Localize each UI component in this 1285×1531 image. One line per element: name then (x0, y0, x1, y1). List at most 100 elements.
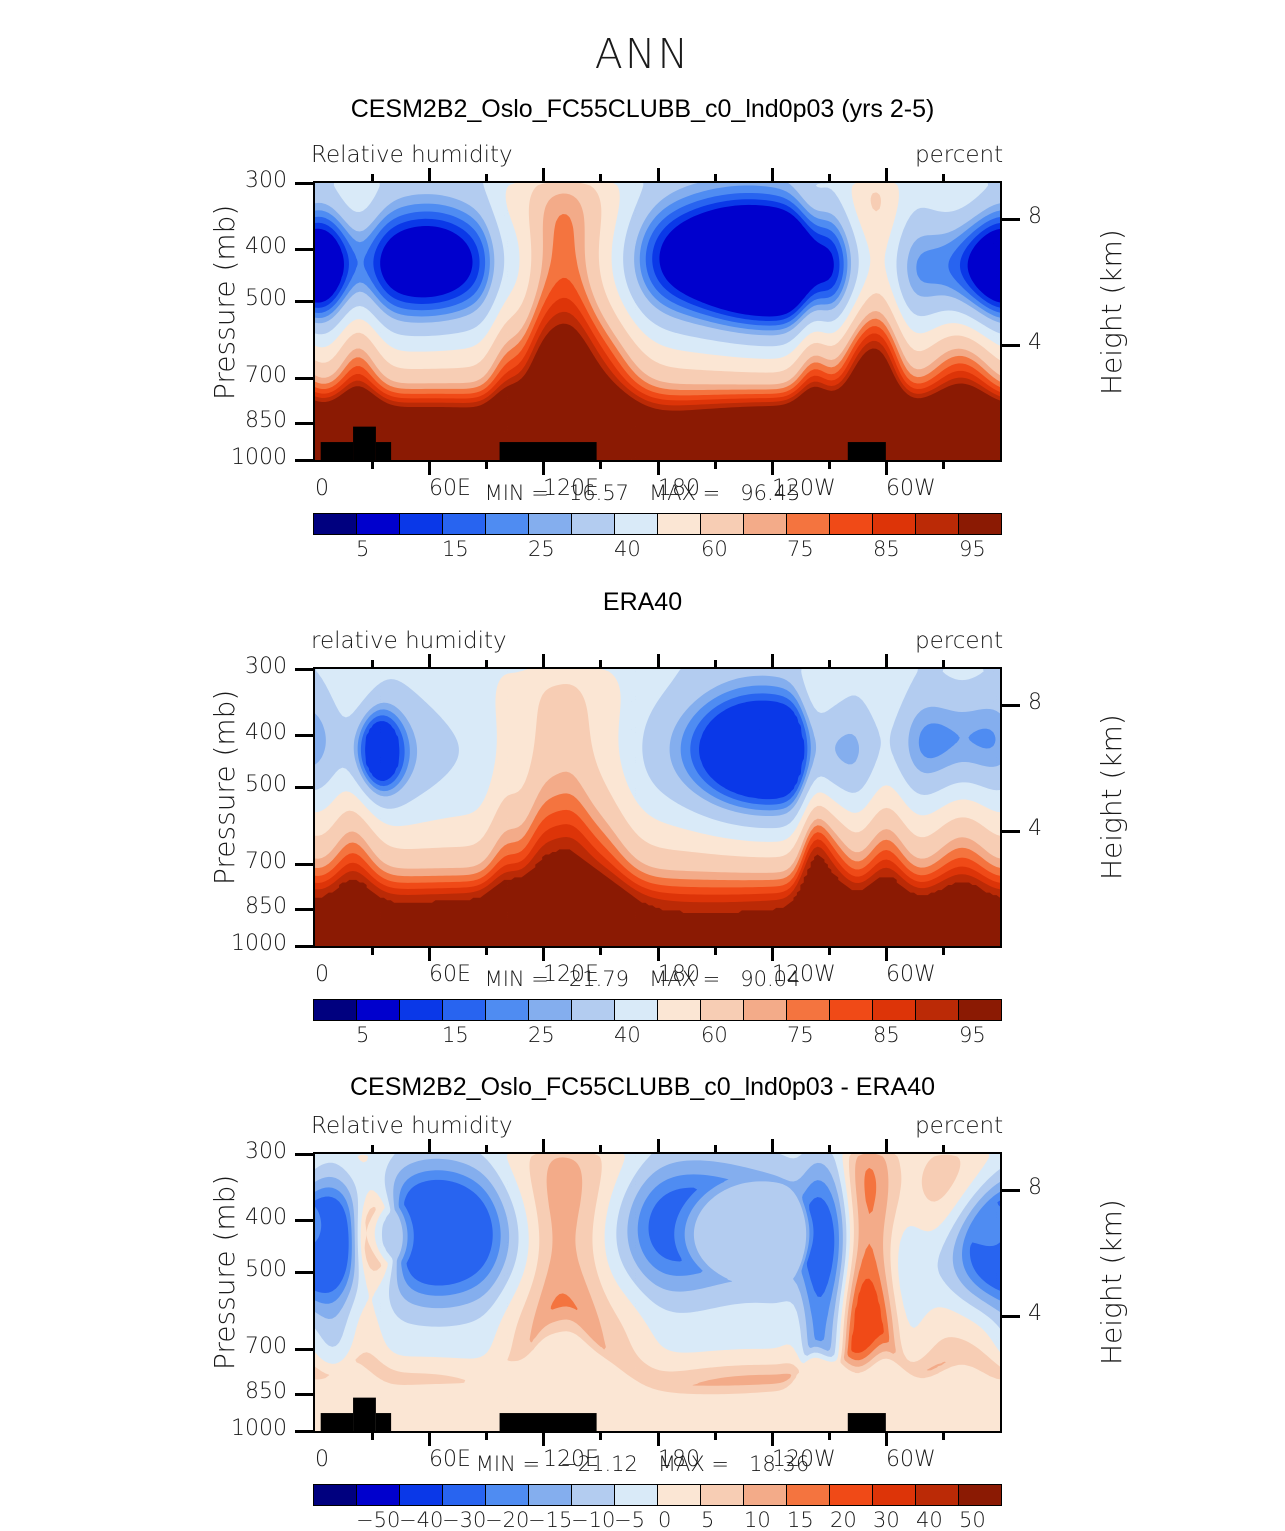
ytick-label-diff-400: 400 (245, 1205, 287, 1230)
colorbar-segment (786, 1000, 829, 1020)
y2tick-diff-8 (1002, 1189, 1020, 1192)
xtick-bot-model-120 (542, 462, 545, 475)
minmax-model: MIN = 16.57 MAX = 96.45 (0, 481, 1285, 505)
xtick-top-model-240 (771, 168, 774, 181)
ytick-label-model-300: 300 (245, 168, 287, 193)
min-label-obs: MIN = (484, 967, 549, 991)
colorbar-segment (442, 1000, 485, 1020)
colorbar-segment (485, 1485, 528, 1505)
xtick-bot-model-30 (371, 462, 374, 469)
panel-units-diff: percent (915, 1113, 1004, 1139)
topography-mask (847, 442, 886, 460)
colorbar-segment (314, 1485, 356, 1505)
xtick-bot-diff-60 (428, 1433, 431, 1446)
ytick-diff-400 (295, 1219, 313, 1222)
ytick-model-500 (295, 300, 313, 303)
colorbar-segment (743, 1485, 786, 1505)
topography-mask (353, 1397, 376, 1431)
y2-axis-title-model: Height (km) (1095, 229, 1128, 395)
minmax-diff: MIN = −21.12 MAX = 18.36 (0, 1452, 1285, 1476)
colorbar-segment (571, 514, 614, 534)
colorbar-segment (571, 1000, 614, 1020)
ytick-label-obs-700: 700 (245, 849, 287, 874)
min-label-diff: MIN = (475, 1452, 541, 1476)
xtick-bot-diff-30 (371, 1433, 374, 1440)
ytick-label-obs-400: 400 (245, 720, 287, 745)
xtick-top-diff-300 (885, 1139, 888, 1152)
panel-units-obs: percent (915, 628, 1004, 654)
xtick-top-model-120 (542, 168, 545, 181)
ytick-model-300 (295, 182, 313, 185)
max-value-model: 96.45 (740, 481, 801, 505)
xtick-top-obs-30 (371, 660, 374, 667)
min-value-model: 16.57 (568, 481, 630, 505)
colorbar-segment (700, 1485, 743, 1505)
xtick-bot-obs-60 (428, 948, 431, 961)
xtick-top-obs-240 (771, 654, 774, 667)
figure-suptitle: ANN (594, 30, 691, 78)
colorbar-segment (958, 1000, 1001, 1020)
xtick-top-model-210 (714, 174, 717, 181)
xtick-top-model-330 (942, 174, 945, 181)
xtick-bot-obs-30 (371, 948, 374, 955)
xtick-top-diff-270 (828, 1145, 831, 1152)
y2-axis-title-diff: Height (km) (1095, 1199, 1128, 1365)
colorbar-segment (915, 1485, 958, 1505)
colorbar-segment (829, 514, 872, 534)
xtick-top-model-180 (657, 168, 660, 181)
colorbar-diff (313, 1484, 1002, 1506)
min-value-obs: 21.79 (568, 967, 630, 991)
y2tick-label-model-4: 4 (1028, 330, 1042, 355)
xtick-bot-diff-270 (828, 1433, 831, 1440)
y2tick-label-obs-4: 4 (1028, 816, 1042, 841)
panel-title-model: CESM2B2_Oslo_FC55CLUBB_c0_lnd0p03 (yrs 2… (350, 95, 935, 123)
y-axis-title-obs: Pressure (mb) (208, 689, 241, 885)
topography-mask (353, 426, 376, 460)
min-value-diff: −21.12 (560, 1452, 638, 1476)
colorbar-segment (314, 514, 356, 534)
xtick-bot-obs-150 (599, 948, 602, 955)
xtick-top-model-150 (599, 174, 602, 181)
ytick-label-diff-1000: 1000 (231, 1416, 287, 1441)
xtick-bot-diff-120 (542, 1433, 545, 1446)
max-label-obs: MAX = (649, 967, 721, 991)
colorbar-segment (743, 514, 786, 534)
topography-mask (375, 442, 392, 460)
xtick-top-diff-60 (428, 1139, 431, 1152)
max-value-obs: 90.04 (740, 967, 801, 991)
ytick-diff-850 (295, 1393, 313, 1396)
plot-area-model (313, 181, 1002, 462)
xtick-bot-model-270 (828, 462, 831, 469)
ytick-diff-1000 (295, 1430, 313, 1433)
xtick-bot-obs-330 (942, 948, 945, 955)
xtick-bot-diff-330 (942, 1433, 945, 1440)
y2tick-label-model-8: 8 (1028, 204, 1042, 229)
ytick-model-700 (295, 377, 313, 380)
ytick-label-model-850: 850 (245, 408, 287, 433)
panel-units-model: percent (915, 142, 1004, 168)
max-label-diff: MAX = (657, 1452, 730, 1476)
colorbar-segment (485, 514, 528, 534)
xtick-bot-model-60 (428, 462, 431, 475)
colorbar-segment (399, 514, 442, 534)
topography-mask (499, 442, 597, 460)
ytick-obs-700 (295, 863, 313, 866)
xtick-top-obs-90 (485, 660, 488, 667)
colorbar-segment (485, 1000, 528, 1020)
contour-field-obs (315, 669, 1000, 946)
y2tick-label-obs-8: 8 (1028, 690, 1042, 715)
xtick-top-obs-180 (657, 654, 660, 667)
panel-varlabel-diff: Relative humidity (311, 1113, 513, 1139)
xtick-bot-model-300 (885, 462, 888, 475)
colorbar-segment (657, 1000, 700, 1020)
colorbar-segment (442, 1485, 485, 1505)
ytick-label-diff-700: 700 (245, 1334, 287, 1359)
xtick-bot-obs-210 (714, 948, 717, 955)
topography-mask (320, 1413, 354, 1431)
xtick-top-model-30 (371, 174, 374, 181)
xtick-top-obs-150 (599, 660, 602, 667)
xtick-top-diff-240 (771, 1139, 774, 1152)
xtick-top-model-300 (885, 168, 888, 181)
topography-mask (320, 442, 354, 460)
